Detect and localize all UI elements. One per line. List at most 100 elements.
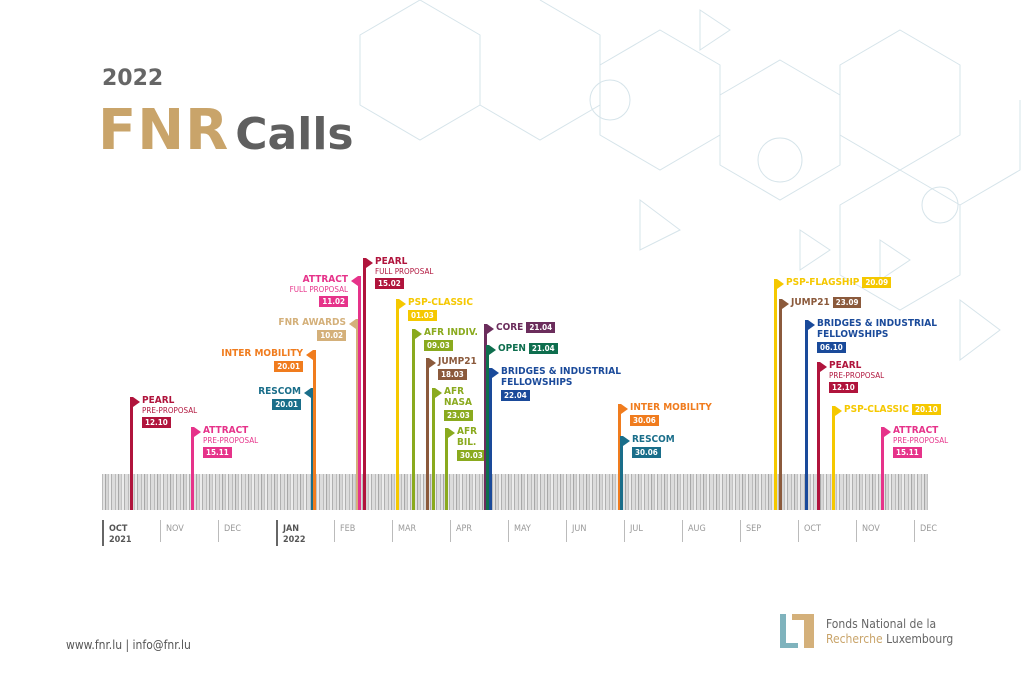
page-title: FNR Calls bbox=[98, 98, 354, 163]
call-pole bbox=[774, 279, 777, 510]
call-subtitle: PRE-PROPOSAL bbox=[893, 436, 949, 445]
call-label: ATTRACT FULL PROPOSAL 11.02 bbox=[290, 274, 348, 307]
month-label: MAY bbox=[514, 524, 531, 534]
call-pole bbox=[445, 428, 448, 510]
title-calls: Calls bbox=[235, 109, 354, 160]
call-subtitle: PRE-PROPOSAL bbox=[829, 371, 885, 380]
call-pole bbox=[311, 388, 314, 510]
flag-icon bbox=[435, 388, 442, 398]
flag-icon bbox=[621, 404, 628, 414]
month-label: DEC bbox=[920, 524, 938, 534]
org-line2b: Luxembourg bbox=[886, 632, 954, 646]
call-name: ATTRACT bbox=[203, 425, 249, 436]
call-name: ATTRACT bbox=[302, 274, 348, 285]
call-pole bbox=[396, 299, 399, 510]
month-label: SEP bbox=[746, 524, 762, 534]
call-date-badge: 18.03 bbox=[438, 369, 467, 380]
call-date-badge: 09.03 bbox=[424, 340, 453, 351]
call-name: FNR AWARDS bbox=[278, 317, 346, 328]
call-subtitle: FULL PROPOSAL bbox=[289, 285, 348, 294]
call-date-badge: 20.01 bbox=[274, 361, 303, 372]
flag-icon bbox=[429, 358, 436, 368]
call-name: CORE bbox=[496, 322, 524, 333]
call-date-badge: 30.06 bbox=[632, 447, 661, 458]
call-pole bbox=[358, 276, 361, 510]
call-name: PEARL bbox=[142, 395, 175, 406]
call-date-badge: 15.11 bbox=[203, 447, 232, 458]
flag-icon bbox=[884, 427, 891, 437]
month-label: JUL bbox=[630, 524, 643, 534]
org-line2a: Recherche bbox=[826, 632, 883, 646]
call-date-badge: 22.04 bbox=[501, 390, 530, 401]
call-label: FNR AWARDS 10.02 bbox=[278, 317, 346, 341]
org-line1: Fonds National de la bbox=[826, 617, 937, 631]
footer-contact[interactable]: www.fnr.lu | info@fnr.lu bbox=[66, 638, 191, 652]
call-date-badge: 12.10 bbox=[142, 417, 171, 428]
flag-icon bbox=[399, 299, 406, 309]
call-pole bbox=[489, 368, 492, 510]
month-tick: APR bbox=[450, 520, 472, 542]
year-heading: 2022 bbox=[102, 66, 164, 91]
call-label: RESCOM 30.06 bbox=[632, 434, 675, 458]
month-label: DEC bbox=[224, 524, 242, 534]
call-label: ATTRACT PRE-PROPOSAL 15.11 bbox=[203, 425, 258, 458]
call-subtitle: FULL PROPOSAL bbox=[375, 267, 434, 276]
call-name: RESCOM bbox=[632, 434, 675, 445]
call-name: PEARL bbox=[375, 256, 408, 267]
month-tick: NOV bbox=[160, 520, 184, 542]
call-label: JUMP21 23.09 bbox=[791, 297, 862, 308]
call-label: INTER MOBILITY 20.01 bbox=[221, 348, 303, 372]
month-tick: DEC bbox=[914, 520, 937, 542]
call-label: PEARL PRE-PROPOSAL 12.10 bbox=[142, 395, 197, 428]
call-name: PSP-CLASSIC bbox=[408, 297, 473, 308]
call-date-badge: 10.02 bbox=[317, 330, 346, 341]
month-year: 2022 bbox=[283, 535, 306, 545]
org-name: Fonds National de la Recherche Luxembour… bbox=[826, 617, 953, 647]
flag-icon bbox=[351, 276, 358, 286]
call-subtitle: PRE-PROPOSAL bbox=[203, 436, 259, 445]
month-tick: JAN 2022 bbox=[276, 520, 306, 546]
call-name: ATTRACT bbox=[893, 425, 939, 436]
call-date-badge: 06.10 bbox=[817, 342, 846, 353]
call-date-badge: 01.03 bbox=[408, 310, 437, 321]
month-label: AUG bbox=[688, 524, 706, 534]
month-label: NOV bbox=[166, 524, 184, 534]
call-label: OPEN 21.04 bbox=[498, 343, 558, 354]
call-pole bbox=[356, 319, 359, 510]
call-date-badge: 11.02 bbox=[319, 296, 348, 307]
call-label: PSP-CLASSIC 01.03 bbox=[408, 297, 473, 321]
call-pole bbox=[484, 324, 487, 510]
month-label: OCT bbox=[804, 524, 821, 534]
call-date-badge: 30.06 bbox=[630, 415, 659, 426]
call-pole bbox=[426, 358, 429, 510]
month-tick: FEB bbox=[334, 520, 355, 542]
flag-icon bbox=[492, 368, 499, 378]
call-pole bbox=[881, 427, 884, 510]
timeline-bar bbox=[102, 474, 928, 510]
call-name: PSP-FLAGSHIP bbox=[786, 277, 860, 288]
call-label: INTER MOBILITY 30.06 bbox=[630, 402, 712, 426]
call-label: ATTRACT PRE-PROPOSAL 15.11 bbox=[893, 425, 948, 458]
month-label: OCT bbox=[109, 524, 128, 534]
call-date-badge: 21.04 bbox=[528, 343, 558, 354]
flag-icon bbox=[366, 258, 373, 268]
call-label: PEARL PRE-PROPOSAL 12.10 bbox=[829, 360, 884, 393]
call-pole bbox=[130, 397, 133, 510]
call-name: PEARL bbox=[829, 360, 862, 371]
call-subtitle: PRE-PROPOSAL bbox=[142, 406, 198, 415]
call-label: PSP-FLAGSHIP 20.09 bbox=[786, 277, 892, 288]
call-label: RESCOM 20.01 bbox=[258, 386, 301, 410]
month-tick: SEP bbox=[740, 520, 761, 542]
month-label: NOV bbox=[862, 524, 880, 534]
flag-icon bbox=[306, 350, 313, 360]
call-pole bbox=[412, 329, 415, 510]
call-label: AFR BIL. 30.03 bbox=[457, 426, 486, 461]
call-name: PSP-CLASSIC bbox=[844, 404, 909, 415]
call-pole bbox=[618, 404, 621, 510]
month-tick: MAY bbox=[508, 520, 531, 542]
month-tick: AUG bbox=[682, 520, 706, 542]
call-pole bbox=[779, 299, 782, 510]
call-pole bbox=[805, 320, 808, 510]
month-tick: JUN bbox=[566, 520, 586, 542]
month-label: JUN bbox=[572, 524, 587, 534]
